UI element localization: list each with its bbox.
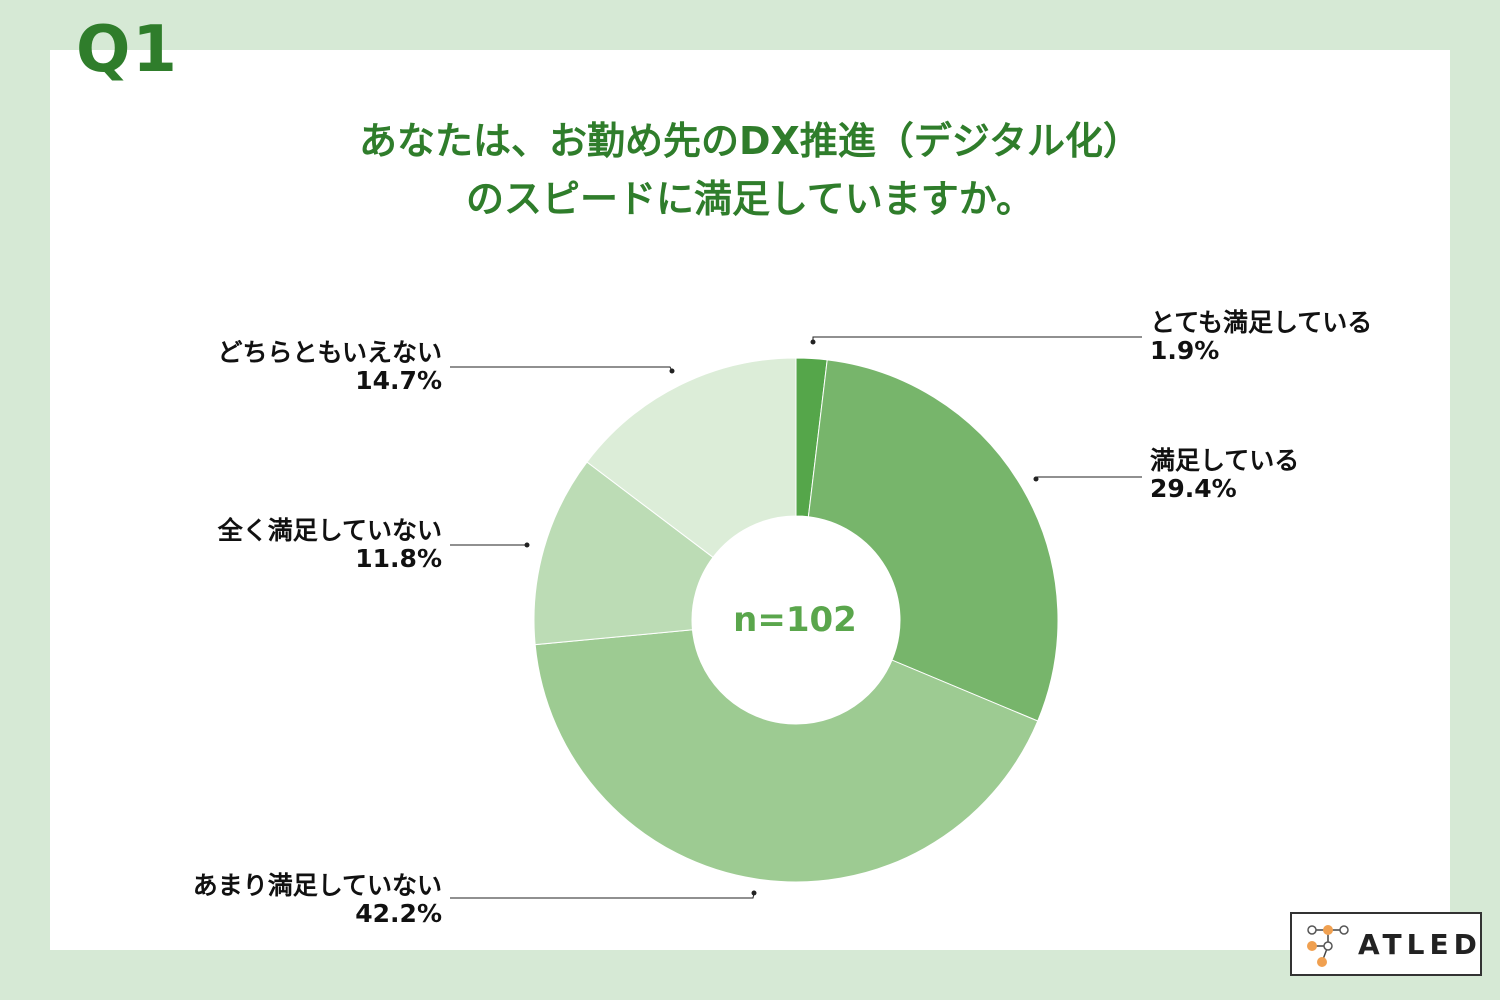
donut-slice-not-very-satisfied: [534, 629, 1039, 883]
leader-line-satisfied: [1035, 476, 1142, 479]
donut-slice-not-at-all-satisfied: [533, 461, 714, 646]
title-line-2: のスピードに満足していますか。: [465, 177, 1035, 221]
leader-line-not-very-satisfied: [450, 892, 755, 899]
leader-dot-satisfied: [1033, 476, 1039, 482]
slice-label-not-at-all-satisfied: 全く満足していない 11.8%: [218, 517, 442, 573]
sample-size-label: n=102: [733, 600, 857, 640]
slice-value: 1.9%: [1150, 336, 1220, 365]
title-line-1: あなたは、お勤め先のDX推進（デジタル化）: [358, 119, 1142, 163]
slice-name: 全く満足していない: [217, 516, 442, 545]
molecule-icon: [1307, 925, 1349, 967]
leader-line-neutral: [450, 366, 673, 372]
slice-value: 29.4%: [1150, 474, 1237, 503]
slice-label-very-satisfied: とても満足している 1.9%: [1150, 309, 1372, 365]
slice-name: あまり満足していない: [192, 871, 442, 900]
slice-value: 14.7%: [355, 366, 442, 395]
leader-dot-not-at-all-satisfied: [524, 542, 530, 548]
slice-name: どちらともいえない: [217, 338, 442, 367]
slice-value: 42.2%: [355, 899, 442, 928]
atled-logo: ATLED: [1290, 912, 1482, 976]
slice-label-neutral: どちらともいえない 14.7%: [217, 339, 442, 395]
question-title: あなたは、お勤め先のDX推進（デジタル化） のスピードに満足していますか。: [50, 112, 1450, 228]
leader-line-very-satisfied: [812, 336, 1142, 342]
slice-name: とても満足している: [1150, 308, 1373, 337]
slice-label-satisfied: 満足している 29.4%: [1150, 447, 1299, 503]
slice-name: 満足している: [1150, 446, 1300, 475]
brand-name: ATLED: [1358, 928, 1482, 961]
slice-value: 11.8%: [355, 544, 442, 573]
leader-dot-not-very-satisfied: [751, 890, 757, 896]
donut-slice-neutral: [586, 357, 797, 558]
leader-dot-neutral: [669, 368, 675, 374]
question-number: Q1: [76, 13, 179, 87]
donut-slice-satisfied: [807, 359, 1059, 722]
slice-label-not-very-satisfied: あまり満足していない 42.2%: [193, 872, 442, 928]
leader-dot-very-satisfied: [810, 339, 816, 345]
